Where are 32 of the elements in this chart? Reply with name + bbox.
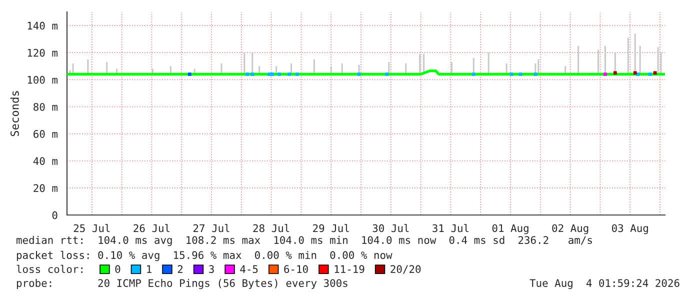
text: median rtt: 104.0 ms avg 108.2 ms max 104.0 ms min 104.0 ms now 0.4 ms sd 236.2 am/s (16, 236, 592, 246)
x-tick-label: 02 Aug (552, 224, 588, 234)
x-tick-label: 03 Aug (612, 224, 648, 234)
y-tick-label: 60 m (34, 130, 58, 138)
x-tick-label: 31 Jul (432, 224, 469, 232)
legend-title: loss color: (16, 264, 82, 274)
x-tick-label: 29 Jul (313, 224, 349, 232)
x-tick-label: 30 Jul (372, 224, 409, 232)
legend-label: 20/20 (390, 265, 421, 274)
legend-label: 1 (147, 265, 152, 273)
x-tick-label: 28 Jul (253, 224, 290, 232)
x-tick-label: 01 Aug (492, 224, 528, 234)
y-tick-label: 100 m (28, 76, 58, 84)
y-tick-label: 140 m (28, 22, 58, 30)
y-tick-label: 80 m (34, 102, 58, 111)
text: packet loss: 0.10 % avg 15.96 % max 0.00 % min 0.00 % now (16, 250, 392, 262)
x-tick-label: 25 Jul (74, 224, 110, 232)
y-tick-label: 20 m (34, 184, 58, 192)
legend-label: 4-5 (240, 265, 258, 274)
text: Tue Aug 4 01:59:24 2026 (530, 279, 680, 290)
legend-label: 6-10 (284, 265, 308, 274)
x-tick-label: 26 Jul (134, 224, 170, 232)
legend-label: 2 (178, 265, 183, 273)
x-tick-label: 27 Jul (193, 224, 230, 232)
text: probe: 20 ICMP Echo Pings (56 Bytes) every 300s (16, 278, 348, 290)
y-axis-title: Seconds (10, 91, 19, 136)
legend-label: 0 (115, 265, 120, 274)
y-tick-label: 120 m (28, 48, 58, 57)
y-tick-label: 0 (52, 211, 58, 220)
legend-label: 11-19 (334, 265, 364, 274)
y-tick-label: 40 m (33, 157, 58, 165)
legend-label: 3 (209, 265, 214, 274)
